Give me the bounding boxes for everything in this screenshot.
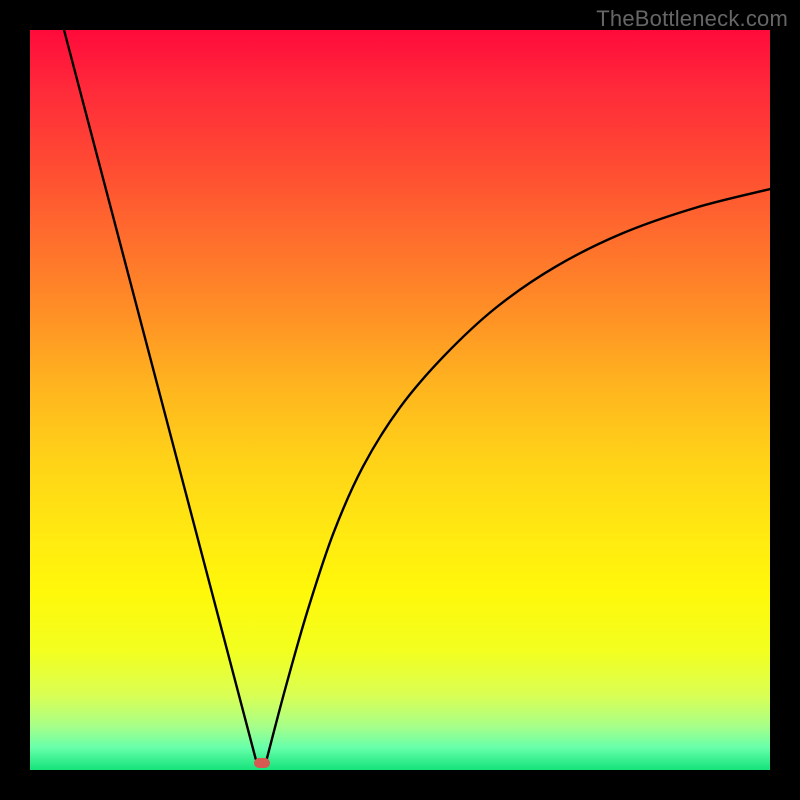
watermark-text: TheBottleneck.com bbox=[596, 6, 788, 32]
bottleneck-chart bbox=[30, 30, 770, 770]
curve-right-branch bbox=[267, 189, 770, 759]
curve-left-branch bbox=[64, 30, 256, 759]
bottleneck-curve-svg bbox=[30, 30, 770, 770]
optimal-point-marker bbox=[254, 758, 270, 768]
